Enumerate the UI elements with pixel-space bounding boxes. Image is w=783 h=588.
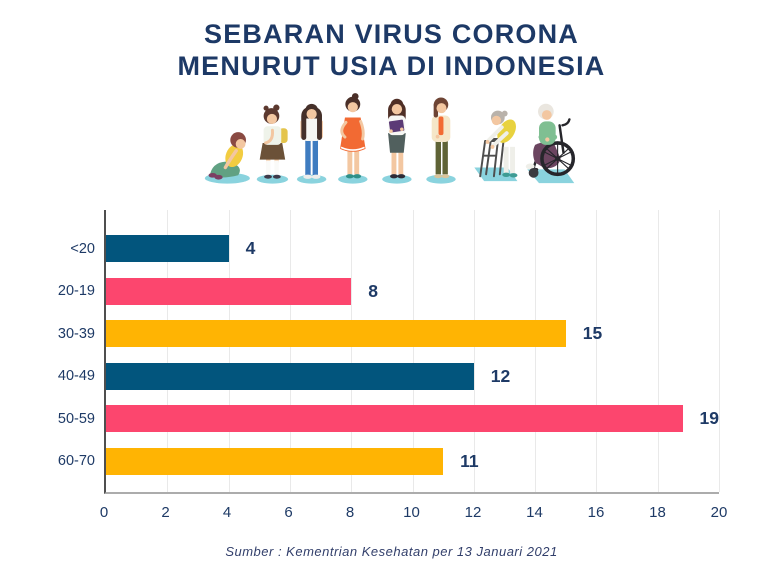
figure-adult-woman-folder xyxy=(381,98,412,184)
value-label: 19 xyxy=(699,408,719,429)
bar xyxy=(106,362,474,390)
chart-rows: <20 4 20-19 8 30-39 15 40-49 12 50-59 19 60-70 11 xyxy=(58,210,719,492)
gridline xyxy=(228,210,230,492)
x-tick-label: 10 xyxy=(403,504,420,521)
figure-schoolgirl xyxy=(256,104,288,184)
gridline xyxy=(473,210,475,492)
value-label: 11 xyxy=(460,450,479,471)
gridline xyxy=(657,210,659,492)
age-progression-svg xyxy=(204,93,575,184)
plot-area: <20 4 20-19 8 30-39 15 40-49 12 50-59 19 60-70 11 xyxy=(58,210,720,494)
bar xyxy=(106,235,229,263)
age-progression-illustration xyxy=(0,90,783,191)
title-line-1: SEBARAN VIRUS CORONA xyxy=(203,19,580,49)
chart-row: 30-39 15 xyxy=(58,320,719,348)
x-tick-label: 18 xyxy=(649,504,666,521)
figure-sitting-child xyxy=(204,132,250,184)
x-tick-label: 16 xyxy=(587,504,605,521)
x-tick-label: 6 xyxy=(284,504,293,521)
gridline xyxy=(596,210,598,492)
chart-row: 20-19 8 xyxy=(58,277,719,305)
category-label: 20-19 xyxy=(57,283,95,300)
category-label: 60-70 xyxy=(57,453,95,470)
x-axis: 0 2 4 6 8 10 12 14 16 18 20 xyxy=(100,494,728,526)
category-label: <20 xyxy=(70,240,95,257)
x-tick-label: 12 xyxy=(464,504,482,521)
x-tick-label: 14 xyxy=(526,504,543,521)
chart-row: 50-59 19 xyxy=(58,405,719,433)
bar xyxy=(106,277,352,305)
figure-elderly-woman-walker xyxy=(473,110,517,182)
figure-teenager xyxy=(296,103,326,184)
value-label: 15 xyxy=(582,323,603,344)
chart-row: <20 4 xyxy=(70,235,719,263)
chart-row: 60-70 11 xyxy=(58,447,719,475)
x-tick-label: 4 xyxy=(222,504,232,521)
category-label: 30-39 xyxy=(57,325,95,342)
value-label: 4 xyxy=(245,238,256,259)
gridline xyxy=(351,210,353,492)
bar xyxy=(106,405,683,433)
value-label: 8 xyxy=(368,280,378,301)
figure-middle-aged-woman xyxy=(425,97,456,184)
value-label: 12 xyxy=(490,365,511,386)
gridline xyxy=(412,210,414,492)
figure-elderly-woman-wheelchair xyxy=(525,103,575,184)
gridline xyxy=(719,210,720,492)
category-label: 50-59 xyxy=(57,410,95,427)
page-title: SEBARAN VIRUS CORONA MENURUT USIA DI INDO… xyxy=(0,18,783,83)
bar xyxy=(106,447,444,475)
title-line-2: MENURUT USIA DI INDONESIA xyxy=(177,51,606,82)
gridline xyxy=(289,210,291,492)
category-label: 40-49 xyxy=(57,368,95,385)
chart-row: 40-49 12 xyxy=(58,362,719,390)
x-tick-label: 20 xyxy=(710,504,728,521)
gridline xyxy=(167,210,169,492)
x-tick-label: 0 xyxy=(99,504,109,521)
x-tick-label: 2 xyxy=(161,504,170,521)
bar-chart: <20 4 20-19 8 30-39 15 40-49 12 50-59 19 60-70 11 0… xyxy=(58,210,728,526)
source-note: Sumber : Kementrian Kesehatan per 13 Jan… xyxy=(225,544,558,559)
figure-young-woman xyxy=(337,93,367,184)
gridline xyxy=(535,210,537,492)
x-tick-label: 8 xyxy=(345,504,355,521)
bar xyxy=(106,320,566,348)
